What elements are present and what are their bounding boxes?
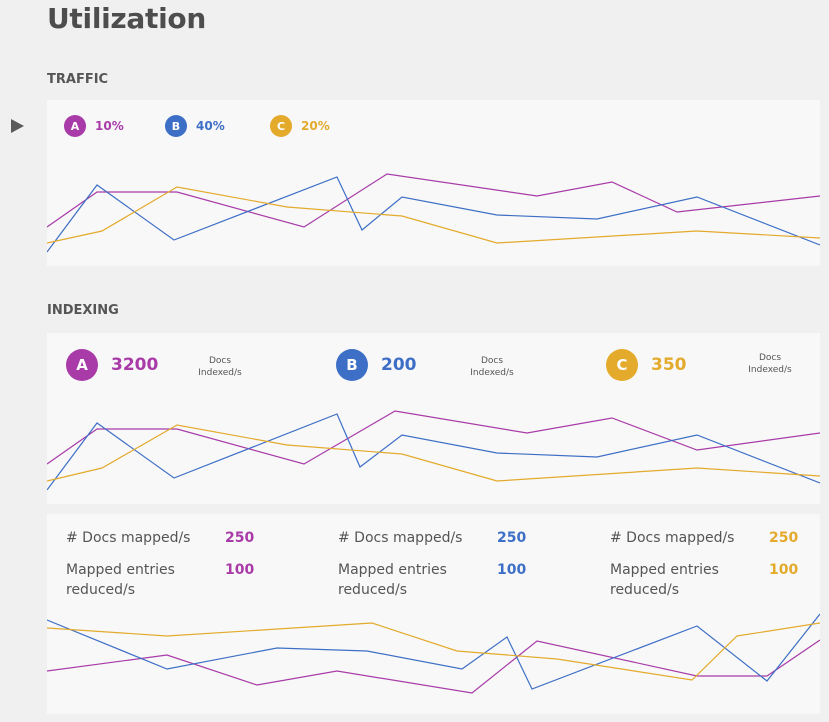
traffic-legend-c: C 20% — [270, 115, 330, 137]
unit-line: Indexed/s — [470, 368, 514, 378]
reduced-value-a: 100 — [225, 562, 255, 578]
reduced-value-b: 100 — [497, 562, 527, 578]
unit-line: Indexed/s — [748, 365, 792, 375]
traffic-line-c — [47, 186, 820, 244]
indexing-section-label: INDEXING — [47, 303, 119, 318]
indexing-item-a: A 3200 — [66, 349, 158, 381]
mapreduce-sparkline — [47, 613, 820, 694]
mapped-value-b: 250 — [497, 530, 527, 546]
mapreduce-panel: # Docs mapped/s 250 Mapped entries reduc… — [47, 514, 820, 714]
indexing-line-a — [47, 410, 820, 465]
traffic-legend-b: B 40% — [165, 115, 225, 137]
badge-a: A — [64, 115, 86, 137]
reduced-value-c: 100 — [769, 562, 799, 578]
traffic-legend-a: A 10% — [64, 115, 124, 137]
traffic-section-label: TRAFFIC — [47, 72, 109, 87]
mapreduce-line-c — [47, 622, 820, 681]
mapped-label-c: # Docs mapped/s — [610, 530, 735, 546]
traffic-line-b — [47, 176, 820, 253]
unit-line: Docs — [208, 356, 232, 366]
indexing-b-unit: Docs Indexed/s — [457, 355, 527, 379]
traffic-b-value: 40% — [196, 119, 225, 133]
mapped-value-c: 250 — [769, 530, 799, 546]
indexing-panel: A 3200 Docs Indexed/s B 200 Docs Indexed… — [47, 333, 820, 504]
indexing-a-value: 3200 — [111, 355, 159, 375]
unit-line: Docs — [758, 353, 782, 363]
page-title: Utilization — [47, 2, 206, 35]
mapreduce-line-a — [47, 639, 820, 694]
traffic-line-a — [47, 173, 820, 228]
indexing-item-c: C 350 — [606, 349, 687, 381]
traffic-c-value: 20% — [301, 119, 330, 133]
reduced-label-b: Mapped entries reduced/s — [338, 562, 447, 598]
badge-b: B — [336, 349, 368, 381]
traffic-panel: A 10% B 40% C 20% — [47, 100, 820, 266]
mapped-label-b: # Docs mapped/s — [338, 530, 463, 546]
mapreduce-line-b — [47, 613, 820, 690]
indexing-c-unit: Docs Indexed/s — [735, 352, 805, 376]
reduced-label-a: Mapped entries reduced/s — [66, 562, 175, 598]
indexing-line-c — [47, 424, 820, 482]
badge-c: C — [606, 349, 638, 381]
traffic-a-value: 10% — [95, 119, 124, 133]
indexing-a-unit: Docs Indexed/s — [185, 355, 255, 379]
indexing-c-value: 350 — [651, 355, 687, 375]
badge-a: A — [66, 349, 98, 381]
reduced-label-c: Mapped entries reduced/s — [610, 562, 719, 598]
play-icon[interactable] — [11, 119, 24, 133]
badge-c: C — [270, 115, 292, 137]
indexing-line-b — [47, 413, 820, 491]
badge-b: B — [165, 115, 187, 137]
mapped-value-a: 250 — [225, 530, 255, 546]
unit-line: Indexed/s — [198, 368, 242, 378]
indexing-item-b: B 200 — [336, 349, 417, 381]
indexing-sparkline — [47, 410, 820, 491]
traffic-sparkline — [47, 173, 820, 253]
indexing-b-value: 200 — [381, 355, 417, 375]
unit-line: Docs — [480, 356, 504, 366]
mapped-label-a: # Docs mapped/s — [66, 530, 191, 546]
